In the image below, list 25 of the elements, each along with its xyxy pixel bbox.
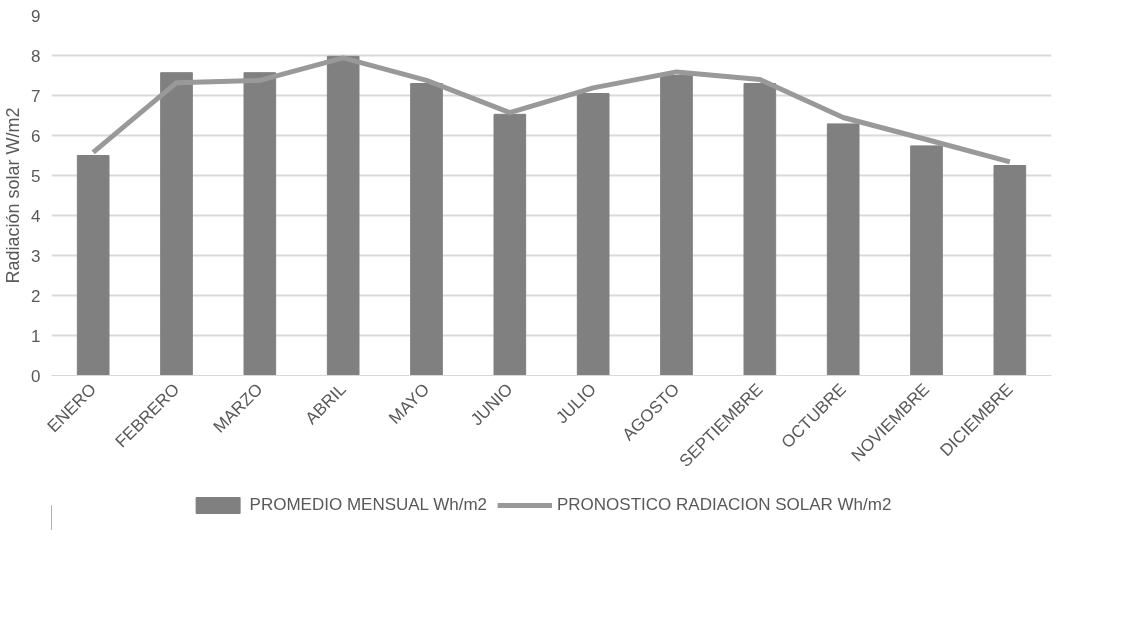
legend-label: PRONOSTICO RADIACION SOLAR Wh/m2 bbox=[557, 495, 892, 515]
bar bbox=[493, 113, 527, 376]
y-tick-label: 2 bbox=[31, 286, 41, 306]
y-tick-label: 4 bbox=[31, 206, 41, 226]
bar bbox=[660, 75, 693, 376]
bar bbox=[910, 145, 943, 376]
y-tick-label: 6 bbox=[31, 126, 41, 146]
bar bbox=[160, 72, 193, 376]
y-tick-label: 7 bbox=[31, 86, 41, 106]
bar bbox=[576, 93, 610, 376]
y-tick-label: 0 bbox=[31, 366, 41, 386]
y-tick-label: 1 bbox=[31, 326, 41, 346]
y-axis-title: Radiación solar W/m2 bbox=[3, 107, 24, 284]
bar bbox=[826, 123, 860, 376]
legend-label: PROMEDIO MENSUAL Wh/m2 bbox=[249, 495, 488, 515]
bar bbox=[326, 55, 360, 376]
y-tick-label: 8 bbox=[31, 46, 41, 66]
bar bbox=[410, 83, 443, 376]
y-tick-label: 9 bbox=[31, 6, 41, 26]
bar bbox=[743, 83, 777, 376]
bar bbox=[993, 165, 1027, 376]
bar bbox=[243, 72, 277, 376]
y-tick-label: 5 bbox=[31, 166, 41, 186]
bar bbox=[76, 155, 110, 376]
y-tick-label: 3 bbox=[31, 246, 41, 266]
